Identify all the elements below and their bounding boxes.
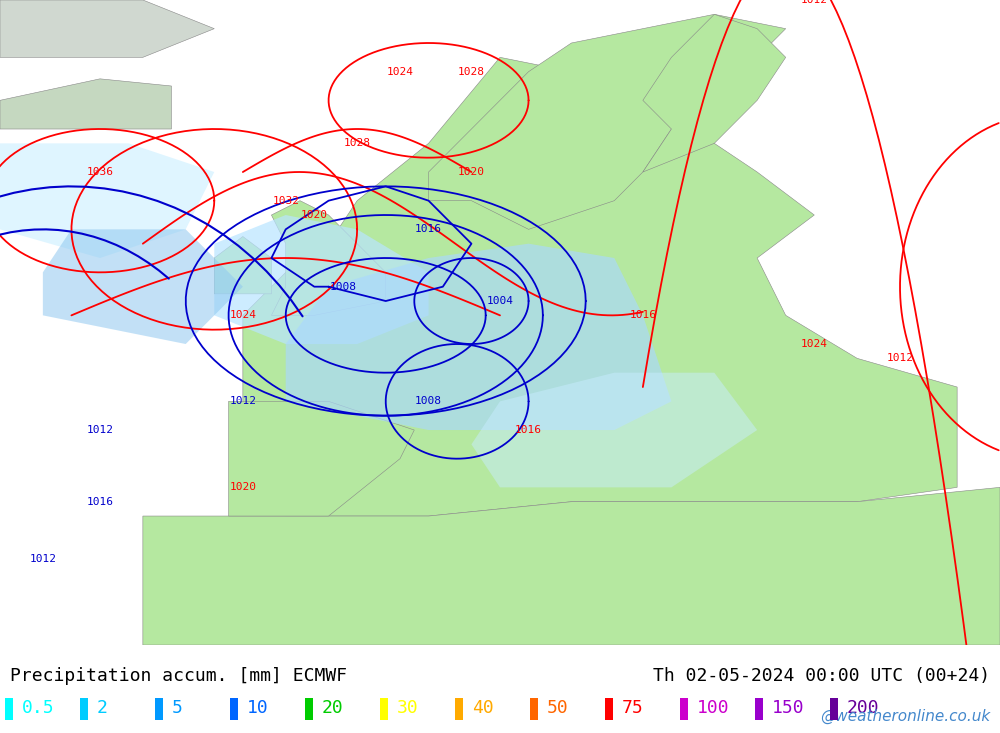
Text: 1024: 1024 xyxy=(801,339,828,349)
Polygon shape xyxy=(243,57,957,516)
FancyBboxPatch shape xyxy=(680,698,688,720)
Polygon shape xyxy=(471,372,757,487)
Text: 5: 5 xyxy=(172,699,183,718)
Text: 1016: 1016 xyxy=(415,224,442,235)
Text: 2: 2 xyxy=(97,699,108,718)
Text: 30: 30 xyxy=(397,699,419,718)
Text: 100: 100 xyxy=(697,699,730,718)
Text: 200: 200 xyxy=(847,699,880,718)
Text: 1020: 1020 xyxy=(458,167,485,177)
FancyBboxPatch shape xyxy=(530,698,538,720)
Text: 1020: 1020 xyxy=(301,210,328,220)
Text: 75: 75 xyxy=(622,699,644,718)
Text: Precipitation accum. [mm] ECMWF: Precipitation accum. [mm] ECMWF xyxy=(10,667,347,685)
Text: 50: 50 xyxy=(547,699,569,718)
FancyBboxPatch shape xyxy=(155,698,163,720)
Text: 1012: 1012 xyxy=(229,397,256,406)
Text: 1016: 1016 xyxy=(87,497,114,507)
FancyBboxPatch shape xyxy=(830,698,838,720)
Polygon shape xyxy=(0,79,171,129)
Polygon shape xyxy=(214,215,429,344)
Text: 1032: 1032 xyxy=(272,196,299,206)
Text: 20: 20 xyxy=(322,699,344,718)
Text: 1016: 1016 xyxy=(629,310,656,320)
FancyBboxPatch shape xyxy=(755,698,763,720)
Text: @weatheronline.co.uk: @weatheronline.co.uk xyxy=(820,709,990,724)
Polygon shape xyxy=(43,229,243,344)
Text: 1008: 1008 xyxy=(415,397,442,406)
FancyBboxPatch shape xyxy=(5,698,13,720)
FancyBboxPatch shape xyxy=(230,698,238,720)
Text: 1024: 1024 xyxy=(386,67,414,77)
Text: 150: 150 xyxy=(772,699,805,718)
Polygon shape xyxy=(229,402,414,516)
Polygon shape xyxy=(643,15,786,172)
Polygon shape xyxy=(286,243,671,430)
Text: 1036: 1036 xyxy=(87,167,114,177)
FancyBboxPatch shape xyxy=(605,698,613,720)
Polygon shape xyxy=(143,487,1000,645)
Text: 1012: 1012 xyxy=(87,425,114,435)
Text: 1012: 1012 xyxy=(29,554,56,564)
Text: 0.5: 0.5 xyxy=(22,699,55,718)
Text: 1020: 1020 xyxy=(229,482,256,493)
Text: 1028: 1028 xyxy=(458,67,485,77)
Text: 1028: 1028 xyxy=(344,139,371,148)
Polygon shape xyxy=(429,15,786,229)
Text: 1004: 1004 xyxy=(486,296,514,306)
FancyBboxPatch shape xyxy=(80,698,88,720)
FancyBboxPatch shape xyxy=(305,698,313,720)
Text: 40: 40 xyxy=(472,699,494,718)
Text: Th 02-05-2024 00:00 UTC (00+24): Th 02-05-2024 00:00 UTC (00+24) xyxy=(653,667,990,685)
Polygon shape xyxy=(0,144,214,258)
Text: 1008: 1008 xyxy=(329,281,356,292)
FancyBboxPatch shape xyxy=(455,698,463,720)
Text: 10: 10 xyxy=(247,699,269,718)
Text: 1012: 1012 xyxy=(801,0,828,5)
Text: 1024: 1024 xyxy=(229,310,256,320)
Polygon shape xyxy=(271,201,386,315)
Polygon shape xyxy=(0,0,214,57)
Text: 1016: 1016 xyxy=(515,425,542,435)
FancyBboxPatch shape xyxy=(380,698,388,720)
Text: 1012: 1012 xyxy=(887,353,914,364)
Polygon shape xyxy=(214,237,271,294)
